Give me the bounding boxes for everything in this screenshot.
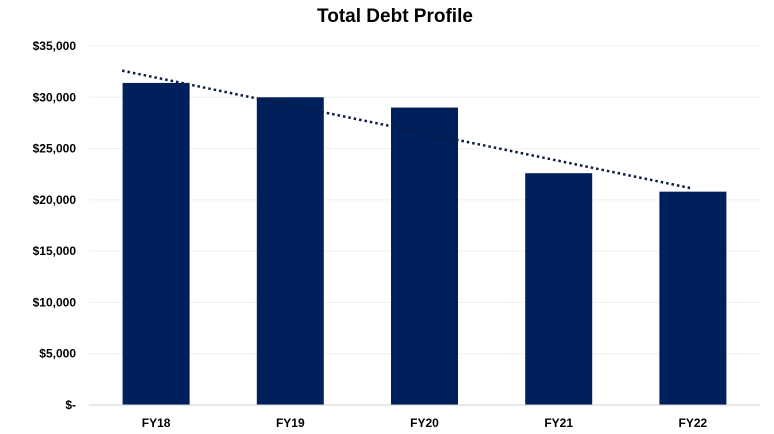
- x-tick-label: FY18: [142, 416, 171, 430]
- y-axis-tick-labels: $- $5,000 $10,000 $15,000 $20,000 $25,000 $30,…: [33, 39, 77, 412]
- x-tick-label: FY20: [410, 416, 439, 430]
- y-tick-label: $10,000: [33, 295, 77, 309]
- bar-fy19: [256, 97, 324, 406]
- bars: [122, 82, 727, 406]
- y-tick-label: $35,000: [33, 39, 77, 53]
- trendline-group: [121, 69, 694, 190]
- bar-fy20: [391, 107, 458, 406]
- y-tick-label: $30,000: [33, 90, 77, 104]
- bar-fy22: [659, 191, 727, 405]
- x-tick-label: FY21: [544, 416, 573, 430]
- y-tick-label: $5,000: [39, 347, 76, 361]
- chart-title: Total Debt Profile: [317, 6, 473, 27]
- y-tick-label: $-: [65, 398, 76, 412]
- y-tick-label: $25,000: [33, 142, 77, 156]
- bar-fy18: [122, 82, 190, 405]
- trendline: [121, 69, 694, 190]
- y-tick-label: $20,000: [33, 193, 77, 207]
- y-tick-label: $15,000: [33, 244, 77, 258]
- x-tick-label: FY22: [679, 416, 708, 430]
- bar-fy21: [525, 173, 593, 405]
- x-tick-label: FY19: [276, 416, 305, 430]
- x-axis-category-labels: FY18 FY19 FY20 FY21 FY22: [142, 416, 708, 430]
